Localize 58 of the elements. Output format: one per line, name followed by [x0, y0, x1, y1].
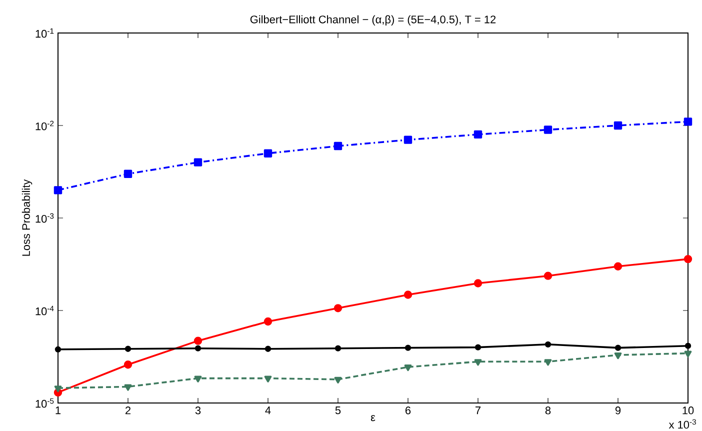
x-tick-label: 6 — [406, 406, 411, 414]
point — [54, 186, 62, 194]
point — [194, 336, 202, 345]
point — [194, 345, 202, 352]
x-tick-label: 9 — [615, 406, 621, 414]
point — [684, 342, 692, 349]
x-tick-label: 7 — [476, 406, 481, 414]
point — [404, 290, 412, 299]
x-tick-label: 8 — [545, 406, 551, 414]
chart-title: Gilbert−Elliott Channel − (α,β) = (5E−4,0.5), T = 12 — [250, 15, 496, 26]
x-tick-label: 4 — [265, 406, 271, 414]
point — [124, 384, 132, 391]
point — [124, 360, 132, 369]
point — [404, 364, 412, 372]
point — [614, 344, 622, 351]
text: x 10$^{-3}$ — [668, 419, 696, 429]
point — [474, 344, 482, 350]
x-tick-label: 2 — [126, 406, 130, 414]
y-axis-title: Loss Probability — [22, 179, 32, 256]
x-tick-label: 3 — [195, 406, 201, 414]
point — [614, 352, 622, 360]
point — [334, 304, 342, 312]
point — [544, 126, 552, 134]
y-tick-label: 10$^{-1}$ — [36, 28, 54, 38]
point — [264, 317, 272, 326]
x-tick-label: 5 — [335, 406, 341, 414]
y-tick-label: 10$^{-2}$ — [36, 120, 54, 130]
y-tick-label: 10$^{-5}$ — [36, 398, 54, 408]
point — [334, 345, 342, 352]
point — [124, 346, 132, 352]
point — [264, 346, 272, 352]
point — [684, 254, 692, 264]
point — [124, 170, 132, 178]
point — [264, 149, 272, 158]
point — [544, 272, 552, 280]
point — [614, 262, 622, 270]
point — [474, 279, 482, 288]
point — [684, 350, 692, 358]
y-tick-label: 10$^{-4}$ — [36, 306, 54, 316]
point — [684, 118, 692, 126]
point — [544, 359, 552, 366]
point — [54, 386, 62, 392]
y-tick-label: 10$^{-3}$ — [36, 213, 54, 223]
point — [404, 344, 412, 351]
point — [334, 376, 342, 384]
x-axis-title: ε — [370, 415, 376, 422]
point — [194, 158, 202, 166]
point — [474, 359, 482, 366]
point — [54, 346, 62, 352]
point — [614, 121, 622, 130]
point — [544, 341, 552, 348]
x-tick-label: 1 — [56, 406, 61, 414]
point — [264, 376, 272, 382]
x-tick-label: 10 — [682, 406, 694, 414]
point — [474, 130, 482, 139]
point — [404, 136, 412, 144]
point — [334, 142, 342, 150]
point — [194, 376, 202, 382]
